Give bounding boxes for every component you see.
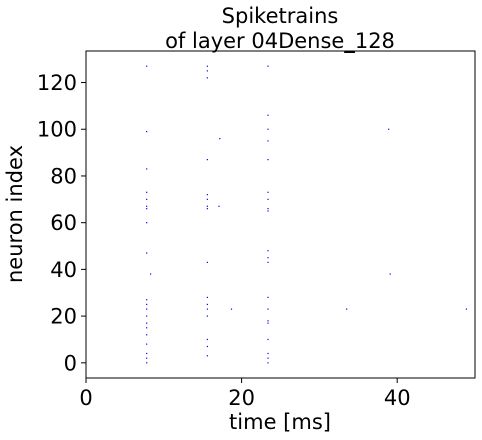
spike-point — [267, 338, 269, 341]
spike-point — [267, 198, 269, 200]
spike-point — [146, 357, 148, 359]
spike-point — [146, 362, 148, 364]
spike-point — [206, 303, 208, 306]
spike-point — [146, 65, 148, 67]
chart-title-line-2: of layer 04Dense_128 — [165, 29, 395, 54]
x-axis: 0 20 40 — [79, 378, 411, 410]
spike-point — [206, 205, 208, 207]
spike-point — [206, 338, 208, 341]
spike-point — [206, 345, 208, 348]
spike-point — [206, 261, 208, 263]
spike-point — [267, 296, 269, 299]
spike-point — [146, 130, 148, 133]
spike-point — [206, 70, 208, 72]
y-tick-label: 0 — [64, 351, 77, 375]
spike-point — [146, 315, 148, 317]
spike-point — [206, 159, 208, 161]
spike-point — [206, 296, 208, 299]
spike-point — [267, 114, 269, 116]
spike-point — [267, 208, 269, 210]
x-tick-label: 0 — [79, 386, 92, 410]
spike-point — [149, 273, 152, 275]
y-tick-label: 80 — [50, 164, 77, 188]
spike-point — [267, 261, 269, 263]
y-tick-label: 100 — [37, 118, 77, 142]
y-tick-label: 120 — [37, 71, 77, 95]
spike-point — [146, 252, 148, 254]
spike-point — [146, 334, 148, 336]
y-tick-label: 40 — [50, 258, 77, 282]
plot-frame — [85, 50, 476, 379]
spike-point — [267, 250, 269, 252]
x-axis-label: time [ms] — [229, 410, 331, 434]
spike-point — [146, 303, 148, 306]
spike-point — [230, 308, 233, 310]
spike-point — [267, 320, 269, 322]
spike-point — [206, 77, 208, 79]
spike-point — [267, 191, 269, 193]
spike-point — [206, 198, 208, 200]
spike-point — [346, 308, 348, 310]
spike-point — [146, 352, 148, 355]
spike-point — [267, 257, 269, 259]
y-tick-label: 60 — [50, 211, 77, 235]
spike-point — [267, 362, 269, 364]
spike-point — [267, 352, 269, 355]
spike-point — [267, 308, 269, 310]
spike-point — [146, 168, 148, 170]
spike-point — [146, 198, 148, 200]
x-tick-label: 40 — [384, 386, 411, 410]
spike-point — [267, 140, 269, 142]
spike-point — [219, 137, 221, 140]
spike-point — [206, 194, 208, 196]
spike-point — [146, 299, 148, 301]
spike-point — [146, 308, 148, 310]
spike-point — [206, 355, 208, 357]
spike-point — [465, 308, 468, 310]
spike-point — [146, 322, 148, 324]
spike-point — [206, 308, 208, 310]
x-tick-label: 20 — [228, 386, 255, 410]
spike-point — [267, 159, 269, 161]
spike-point — [146, 222, 148, 224]
spike-point — [146, 343, 148, 345]
spike-point — [146, 205, 148, 207]
spike-point — [206, 65, 208, 67]
spike-point — [267, 357, 269, 359]
spike-point — [389, 273, 391, 275]
spike-point — [267, 322, 269, 324]
spike-point — [388, 128, 390, 130]
y-axis: 0 20 40 60 80 100 120 — [37, 71, 86, 375]
spike-point — [206, 315, 208, 317]
spike-point — [146, 208, 148, 210]
spike-point — [267, 210, 269, 212]
spike-point — [146, 327, 148, 329]
spike-point — [146, 191, 148, 193]
y-tick-label: 20 — [50, 305, 77, 329]
spike-points — [146, 65, 468, 364]
y-axis-label: neuron index — [3, 145, 27, 283]
spike-point — [218, 205, 220, 207]
spike-point — [206, 208, 208, 210]
chart-title-line-1: Spiketrains — [222, 4, 339, 28]
spike-point — [267, 65, 269, 67]
spike-point — [267, 128, 269, 130]
